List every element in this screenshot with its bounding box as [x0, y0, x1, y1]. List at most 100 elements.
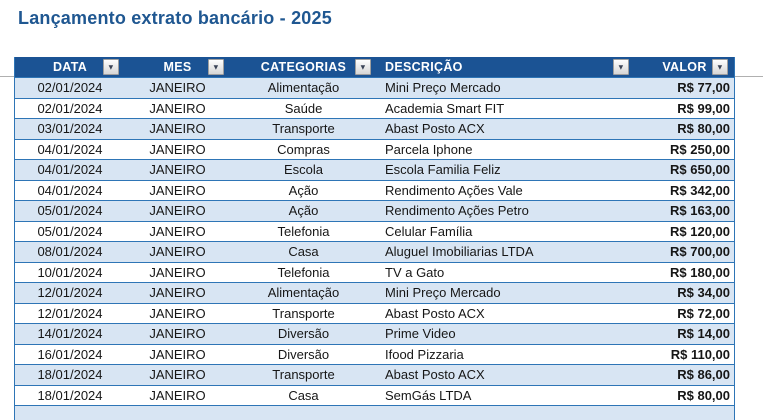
cell-description[interactable]: Mini Preço Mercado [385, 285, 501, 301]
cell-date[interactable]: 02/01/2024 [37, 80, 103, 96]
cell-description[interactable]: Abast Posto ACX [385, 367, 485, 383]
cell-month[interactable]: JANEIRO [149, 285, 206, 301]
cell-month[interactable]: JANEIRO [149, 346, 206, 362]
filter-dropdown-button[interactable]: ▾ [613, 59, 629, 75]
cell-description[interactable]: Abast Posto ACX [385, 121, 485, 137]
filter-dropdown-button[interactable]: ▾ [712, 59, 728, 75]
cell-value[interactable]: R$ 163,00 [670, 203, 730, 219]
cell-value[interactable]: R$ 80,00 [677, 121, 730, 137]
column-header-month[interactable]: MES ▾ [125, 57, 230, 77]
cell-date[interactable]: 12/01/2024 [37, 285, 103, 301]
cell-date[interactable]: 04/01/2024 [37, 141, 103, 157]
filter-dropdown-button[interactable]: ▾ [355, 59, 371, 75]
cell-value[interactable]: R$ 14,00 [677, 326, 730, 342]
cell-value[interactable]: R$ 342,00 [670, 182, 730, 198]
cell-category[interactable]: Transporte [272, 305, 335, 321]
cell-value[interactable]: R$ 86,00 [677, 367, 730, 383]
table-row-partial[interactable] [15, 406, 734, 420]
cell-month[interactable]: JANEIRO [149, 100, 206, 116]
cell-date[interactable]: 04/01/2024 [37, 162, 103, 178]
column-header-date[interactable]: DATA ▾ [15, 57, 125, 77]
cell-month[interactable]: JANEIRO [149, 182, 206, 198]
table-row: 14/01/2024 JANEIRO Diversão Prime Video … [15, 324, 734, 345]
cell-description[interactable]: TV a Gato [385, 264, 445, 280]
cell-date[interactable]: 16/01/2024 [37, 346, 103, 362]
cell-value[interactable]: R$ 99,00 [677, 100, 730, 116]
cell-category[interactable]: Telefonia [277, 264, 330, 280]
cell-value[interactable]: R$ 700,00 [670, 244, 730, 260]
cell-date[interactable]: 02/01/2024 [37, 100, 103, 116]
cell-value[interactable]: R$ 110,00 [670, 346, 730, 362]
chevron-down-icon: ▾ [360, 62, 366, 72]
cell-description[interactable]: Prime Video [385, 326, 456, 342]
cell-description[interactable]: SemGás LTDA [385, 387, 472, 403]
cell-description[interactable]: Celular Família [385, 223, 473, 239]
cell-month[interactable]: JANEIRO [149, 223, 206, 239]
cell-category[interactable]: Casa [288, 387, 319, 403]
cell-month[interactable]: JANEIRO [149, 326, 206, 342]
cell-month[interactable]: JANEIRO [149, 80, 206, 96]
cell-month[interactable]: JANEIRO [149, 244, 206, 260]
cell-date[interactable]: 08/01/2024 [37, 244, 103, 260]
cell-month[interactable]: JANEIRO [149, 264, 206, 280]
table-row: 02/01/2024 JANEIRO Alimentação Mini Preç… [15, 78, 734, 99]
cell-value[interactable]: R$ 77,00 [677, 80, 730, 96]
column-header-description[interactable]: DESCRIÇÃO ▾ [377, 57, 635, 77]
cell-date[interactable]: 14/01/2024 [37, 326, 103, 342]
column-header-label: VALOR [662, 60, 707, 74]
cell-month[interactable]: JANEIRO [149, 367, 206, 383]
column-header-label: DESCRIÇÃO [385, 60, 463, 74]
table-row: 10/01/2024 JANEIRO Telefonia TV a Gato R… [15, 262, 734, 283]
cell-description[interactable]: Rendimento Ações Vale [385, 182, 523, 198]
cell-category[interactable]: Escola [283, 162, 324, 178]
cell-category[interactable]: Alimentação [267, 285, 340, 301]
cell-date[interactable]: 03/01/2024 [37, 121, 103, 137]
cell-description[interactable]: Aluguel Imobiliarias LTDA [385, 244, 534, 260]
cell-description[interactable]: Escola Familia Feliz [385, 162, 501, 178]
cell-value[interactable]: R$ 120,00 [670, 223, 730, 239]
cell-description[interactable]: Mini Preço Mercado [385, 80, 501, 96]
cell-value[interactable]: R$ 250,00 [670, 141, 730, 157]
cell-description[interactable]: Abast Posto ACX [385, 305, 485, 321]
cell-description[interactable]: Academia Smart FIT [385, 100, 505, 116]
cell-description[interactable]: Parcela Iphone [385, 141, 473, 157]
cell-description[interactable]: Rendimento Ações Petro [385, 203, 529, 219]
cell-month[interactable]: JANEIRO [149, 121, 206, 137]
cell-category[interactable]: Saúde [284, 100, 323, 116]
cell-value[interactable]: R$ 72,00 [677, 305, 730, 321]
cell-date[interactable]: 18/01/2024 [37, 367, 103, 383]
cell-category[interactable]: Transporte [272, 367, 335, 383]
cell-description[interactable]: Ifood Pizzaria [385, 346, 464, 362]
table-row: 02/01/2024 JANEIRO Saúde Academia Smart … [15, 98, 734, 119]
cell-category[interactable]: Telefonia [277, 223, 330, 239]
column-header-value[interactable]: VALOR ▾ [635, 57, 734, 77]
cell-month[interactable]: JANEIRO [149, 387, 206, 403]
cell-category[interactable]: Diversão [277, 326, 330, 342]
cell-value[interactable]: R$ 650,00 [670, 162, 730, 178]
cell-date[interactable]: 04/01/2024 [37, 182, 103, 198]
cell-month[interactable]: JANEIRO [149, 162, 206, 178]
cell-date[interactable]: 12/01/2024 [37, 305, 103, 321]
cell-category[interactable]: Compras [277, 141, 330, 157]
cell-value[interactable]: R$ 180,00 [670, 264, 730, 280]
cell-category[interactable]: Alimentação [267, 80, 340, 96]
cell-month[interactable]: JANEIRO [149, 203, 206, 219]
filter-dropdown-button[interactable]: ▾ [103, 59, 119, 75]
cell-date[interactable]: 10/01/2024 [37, 264, 103, 280]
cell-category[interactable]: Casa [288, 244, 319, 260]
cell-category[interactable]: Ação [288, 182, 319, 198]
filter-dropdown-button[interactable]: ▾ [208, 59, 224, 75]
cell-month[interactable]: JANEIRO [149, 141, 206, 157]
cell-category[interactable]: Transporte [272, 121, 335, 137]
cell-category[interactable]: Ação [288, 203, 319, 219]
cell-value[interactable]: R$ 80,00 [677, 387, 730, 403]
cell-date[interactable]: 05/01/2024 [37, 203, 103, 219]
cell-date[interactable]: 05/01/2024 [37, 223, 103, 239]
cell-category[interactable]: Diversão [277, 346, 330, 362]
cell-value[interactable]: R$ 34,00 [677, 285, 730, 301]
table-row: 08/01/2024 JANEIRO Casa Aluguel Imobilia… [15, 242, 734, 263]
cell-date[interactable]: 18/01/2024 [37, 387, 103, 403]
cell-month[interactable]: JANEIRO [149, 305, 206, 321]
column-header-category[interactable]: CATEGORIAS ▾ [230, 57, 377, 77]
table-body: 02/01/2024 JANEIRO Alimentação Mini Preç… [15, 78, 734, 406]
